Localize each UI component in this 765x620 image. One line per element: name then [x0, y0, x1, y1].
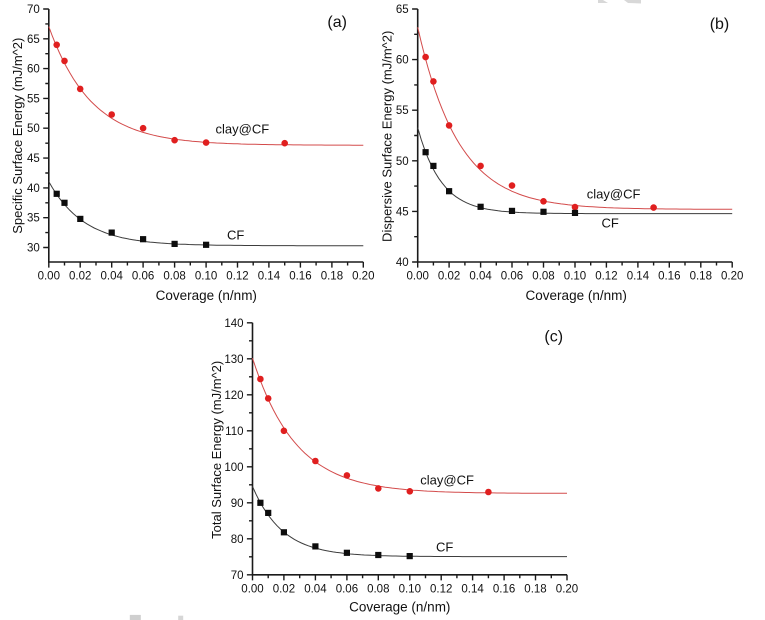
svg-text:0.10: 0.10 — [399, 583, 421, 595]
svg-text:30: 30 — [27, 243, 40, 255]
svg-text:40: 40 — [27, 183, 40, 195]
svg-text:70: 70 — [27, 4, 40, 16]
svg-text:55: 55 — [396, 105, 409, 117]
svg-text:0.00: 0.00 — [38, 271, 60, 283]
svg-text:CF: CF — [602, 216, 619, 231]
svg-text:60: 60 — [396, 55, 409, 67]
svg-text:35: 35 — [27, 213, 40, 225]
svg-text:0.02: 0.02 — [438, 271, 460, 283]
svg-text:0.16: 0.16 — [493, 583, 515, 595]
svg-text:clay@CF: clay@CF — [216, 122, 270, 137]
svg-text:0.16: 0.16 — [658, 271, 680, 283]
svg-text:0.18: 0.18 — [690, 271, 712, 283]
svg-text:0.20: 0.20 — [721, 271, 743, 283]
svg-text:45: 45 — [27, 153, 40, 165]
svg-text:0.20: 0.20 — [352, 271, 374, 283]
svg-text:0.06: 0.06 — [501, 271, 523, 283]
svg-text:Coverage (n/nm): Coverage (n/nm) — [526, 288, 627, 303]
svg-text:70: 70 — [231, 570, 244, 582]
svg-text:140: 140 — [224, 318, 243, 330]
svg-text:60: 60 — [27, 64, 40, 76]
svg-text:clay@CF: clay@CF — [587, 187, 641, 202]
svg-text:0.04: 0.04 — [304, 583, 327, 595]
svg-text:0.06: 0.06 — [336, 583, 358, 595]
svg-text:55: 55 — [27, 93, 40, 105]
svg-text:0.18: 0.18 — [321, 271, 343, 283]
svg-text:Coverage (n/nm): Coverage (n/nm) — [349, 600, 450, 615]
svg-text:clay@CF: clay@CF — [420, 473, 474, 488]
svg-text:CF: CF — [436, 540, 453, 555]
svg-text:(c): (c) — [544, 328, 563, 345]
svg-text:0.02: 0.02 — [273, 583, 295, 595]
svg-text:0.06: 0.06 — [132, 271, 154, 283]
svg-text:45: 45 — [396, 206, 409, 218]
svg-text:80: 80 — [231, 534, 244, 546]
svg-text:0.10: 0.10 — [564, 271, 586, 283]
svg-text:0.14: 0.14 — [461, 583, 484, 595]
svg-text:0.12: 0.12 — [226, 271, 248, 283]
svg-text:50: 50 — [27, 123, 40, 135]
svg-text:0.02: 0.02 — [69, 271, 91, 283]
svg-text:90: 90 — [231, 498, 244, 510]
svg-text:CF: CF — [227, 228, 244, 243]
svg-text:Dispersive Surface Energy (mJ/: Dispersive Surface Energy (mJ/m^2) — [379, 31, 394, 242]
svg-text:0.08: 0.08 — [532, 271, 554, 283]
svg-text:120: 120 — [224, 390, 243, 402]
svg-text:0.12: 0.12 — [430, 583, 452, 595]
svg-text:Coverage (n/nm): Coverage (n/nm) — [156, 288, 257, 303]
svg-text:0.00: 0.00 — [407, 271, 429, 283]
svg-text:50: 50 — [396, 156, 409, 168]
svg-text:0.10: 0.10 — [195, 271, 217, 283]
svg-text:(a): (a) — [327, 14, 347, 31]
svg-text:Total Surface Energy (mJ/m^2): Total Surface Energy (mJ/m^2) — [209, 361, 224, 539]
svg-text:0.08: 0.08 — [163, 271, 185, 283]
svg-text:40: 40 — [396, 257, 409, 269]
svg-text:0.04: 0.04 — [469, 271, 492, 283]
svg-text:(b): (b) — [710, 16, 730, 33]
svg-text:0.16: 0.16 — [289, 271, 311, 283]
svg-text:0.20: 0.20 — [556, 583, 578, 595]
svg-text:0.00: 0.00 — [241, 583, 263, 595]
svg-text:0.18: 0.18 — [524, 583, 546, 595]
svg-text:0.08: 0.08 — [367, 583, 389, 595]
svg-text:130: 130 — [224, 354, 243, 366]
svg-text:65: 65 — [27, 34, 40, 46]
svg-text:Specific Surface Energy (mJ/m^: Specific Surface Energy (mJ/m^2) — [10, 38, 25, 234]
svg-text:0.12: 0.12 — [595, 271, 617, 283]
svg-text:100: 100 — [224, 462, 243, 474]
svg-text:0.14: 0.14 — [258, 271, 281, 283]
svg-text:65: 65 — [396, 4, 409, 16]
svg-text:110: 110 — [225, 426, 243, 438]
svg-text:0.14: 0.14 — [627, 271, 650, 283]
svg-text:0.04: 0.04 — [101, 271, 124, 283]
